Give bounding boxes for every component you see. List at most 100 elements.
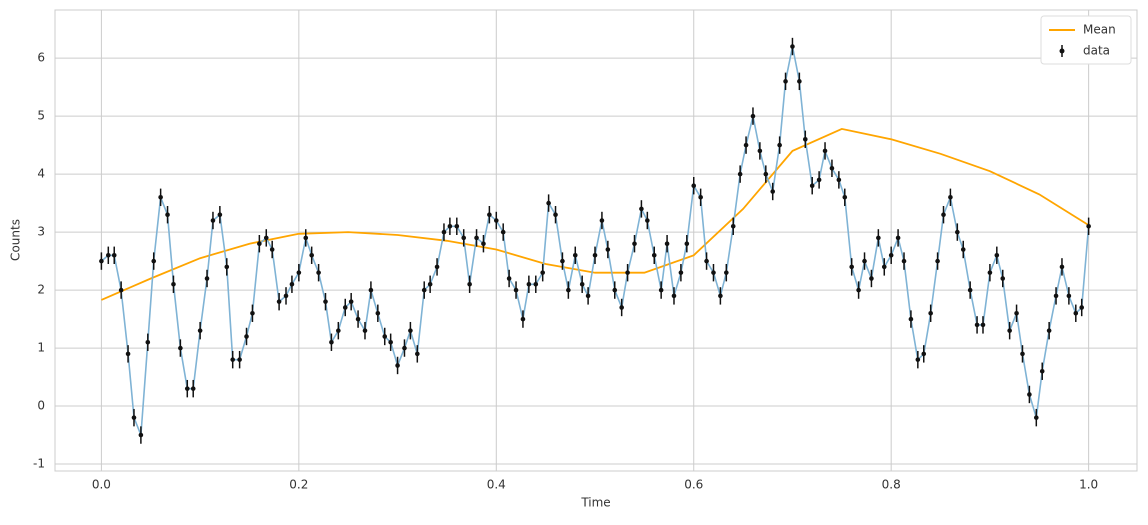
data-point <box>711 270 716 275</box>
data-point <box>743 142 749 148</box>
y-axis-label: Counts <box>9 219 23 261</box>
data-point <box>974 322 980 328</box>
data-point <box>987 270 993 275</box>
data-point <box>980 322 986 328</box>
data-point <box>269 247 275 252</box>
data-point <box>842 194 848 200</box>
data-point <box>131 415 137 420</box>
data-point <box>895 235 901 241</box>
data-point <box>421 287 427 293</box>
data-point <box>763 171 769 177</box>
x-tick-label: 0.6 <box>684 478 703 492</box>
data-point <box>691 183 697 189</box>
data-point <box>770 189 776 194</box>
data-point <box>546 200 551 206</box>
data-point <box>915 357 921 362</box>
y-tick-label: 3 <box>37 225 45 239</box>
data-point <box>790 44 795 49</box>
data-point <box>994 252 1000 258</box>
data-point <box>908 316 914 322</box>
data-point <box>639 206 644 212</box>
legend-swatch <box>1059 48 1065 54</box>
data-point <box>698 194 703 200</box>
data-point <box>816 177 822 183</box>
data-point <box>382 334 388 339</box>
data-point <box>257 241 262 246</box>
data-point <box>540 270 545 275</box>
data-point <box>730 223 736 229</box>
data-point <box>204 276 210 281</box>
data-point <box>1034 415 1039 420</box>
data-point <box>1053 293 1059 299</box>
data-point <box>658 287 664 293</box>
data-point <box>651 252 657 258</box>
data-point <box>955 229 960 235</box>
data-point <box>802 137 808 142</box>
data-point <box>935 258 940 264</box>
data-point <box>415 351 420 357</box>
data-point <box>224 264 230 270</box>
data-point <box>513 287 519 293</box>
data-point <box>579 281 585 287</box>
data-point <box>849 264 854 270</box>
data-point <box>309 252 314 258</box>
data-point <box>481 241 486 246</box>
data-point <box>553 212 558 217</box>
data-point <box>237 357 242 362</box>
data-point <box>289 281 295 287</box>
data-point <box>757 148 763 154</box>
data-point <box>724 270 729 275</box>
data-point <box>684 241 690 246</box>
data-point <box>1086 223 1091 229</box>
data-point <box>375 310 381 316</box>
data-point <box>230 357 236 362</box>
data-point <box>671 293 677 299</box>
data-point <box>921 351 927 357</box>
data-point <box>500 229 506 235</box>
data-point <box>737 171 743 177</box>
data-point <box>829 166 835 171</box>
data-point <box>106 252 111 258</box>
x-tick-label: 1.0 <box>1079 478 1098 492</box>
data-point <box>1073 310 1079 316</box>
data-point <box>454 223 460 229</box>
x-tick-label: 0.0 <box>92 478 111 492</box>
data-point <box>434 264 440 270</box>
data-point <box>250 310 255 316</box>
data-point <box>151 258 157 264</box>
data-point <box>750 113 756 119</box>
data-point <box>99 258 104 264</box>
y-tick-label: 4 <box>37 167 45 181</box>
data-point <box>493 218 499 223</box>
data-point <box>599 218 605 223</box>
data-point <box>210 218 216 223</box>
data-point <box>612 287 618 293</box>
data-point <box>1066 293 1072 299</box>
data-point <box>777 142 782 148</box>
data-point <box>822 148 828 154</box>
data-point <box>303 235 309 241</box>
data-point <box>178 345 183 351</box>
x-tick-label: 0.8 <box>882 478 901 492</box>
data-point <box>217 212 223 217</box>
data-point <box>125 351 131 357</box>
data-point <box>1007 328 1012 333</box>
data-point <box>605 247 611 252</box>
data-point <box>809 183 815 189</box>
data-point <box>1000 276 1006 281</box>
data-point <box>960 247 966 252</box>
data-point <box>184 386 190 391</box>
data-point <box>928 310 933 316</box>
data-point <box>678 270 684 275</box>
data-point <box>263 235 269 241</box>
data-point <box>441 229 447 235</box>
data-point <box>348 299 354 304</box>
data-point <box>797 79 802 84</box>
data-point <box>388 339 393 345</box>
data-point <box>948 194 953 200</box>
data-point <box>474 235 479 241</box>
data-point <box>664 241 670 246</box>
x-axis-label: Time <box>580 496 610 510</box>
data-point <box>323 299 328 304</box>
